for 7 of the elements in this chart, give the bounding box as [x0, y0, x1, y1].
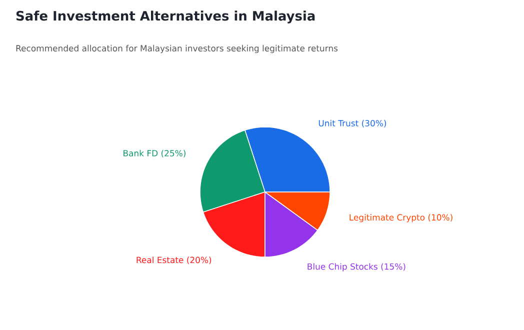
- slice-label: Bank FD (25%): [124, 150, 186, 158]
- slice-label: Unit Trust (30%): [318, 120, 386, 128]
- slice-label: Real Estate (20%): [136, 256, 212, 264]
- chart-subtitle: Recommended allocation for Malaysian investors seeking legitimate returns: [16, 44, 338, 54]
- slice-label: Legitimate Crypto (10%): [350, 214, 452, 222]
- chart-title: Safe Investment Alternatives in Malaysia: [16, 10, 315, 24]
- slice-label: Blue Chip Stocks (15%): [308, 263, 406, 272]
